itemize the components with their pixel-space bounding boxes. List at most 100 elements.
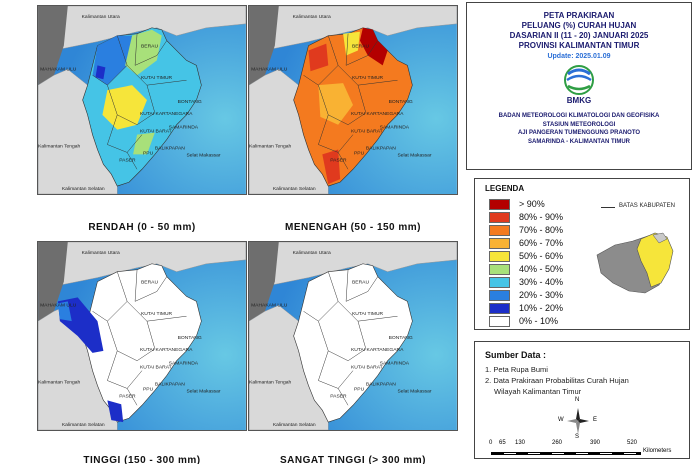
update-date: Update: 2025.01.09 bbox=[547, 53, 611, 60]
label-mahakam-ulu: MAHAKAM ULU bbox=[251, 302, 288, 308]
label-kutai-kartanegara: KUTAI KARTANEGARA bbox=[351, 111, 404, 117]
label-balikpapan: BALIKPAPAN bbox=[155, 381, 185, 387]
label-kutai-timur: KUTAI TIMUR bbox=[352, 311, 384, 317]
legend-panel: LEGENDA > 90% 80% - 90% 70% - 80% 60% - 70%… bbox=[474, 178, 690, 330]
label-mahakam-ulu: MAHAKAM ULU bbox=[40, 66, 77, 72]
label-kalteng: Kalimantan Tengah bbox=[249, 379, 291, 385]
regency-boundary bbox=[303, 271, 339, 322]
regency-boundary bbox=[107, 321, 156, 362]
label-mahakam-ulu: MAHAKAM ULU bbox=[251, 66, 288, 72]
label-balikpapan: BALIKPAPAN bbox=[366, 381, 396, 387]
scale-unit: Kilometers bbox=[643, 448, 672, 454]
regency-boundary bbox=[318, 114, 354, 153]
regency-boundary bbox=[134, 269, 167, 302]
legend-row: 70% - 80% bbox=[489, 225, 629, 237]
regency-boundary bbox=[318, 350, 354, 389]
label-kutai-barat: KUTAI BARAT bbox=[140, 129, 172, 135]
label-kutai-timur: KUTAI TIMUR bbox=[141, 75, 173, 81]
regency-boundary bbox=[126, 388, 138, 406]
label-selat: Selat Makassar bbox=[187, 388, 221, 394]
agency-line-4: SAMARINDA - KALIMANTAN TIMUR bbox=[528, 138, 630, 145]
title-panel: PETA PRAKIRAAN PELUANG (%) CURAH HUJAN D… bbox=[466, 2, 692, 170]
label-balikpapan: BALIKPAPAN bbox=[366, 145, 396, 151]
label-paser: PASER bbox=[119, 157, 136, 163]
legend-label: 70% - 80% bbox=[519, 225, 564, 235]
legend-label: 0% - 10% bbox=[519, 316, 559, 326]
regency-boundary bbox=[134, 33, 167, 66]
legend-label: 80% - 90% bbox=[519, 212, 564, 222]
label-mahakam-ulu: MAHAKAM ULU bbox=[40, 302, 77, 308]
legend-row: 30% - 40% bbox=[489, 277, 629, 289]
malaysia-land bbox=[249, 6, 279, 86]
legend-swatch bbox=[489, 290, 510, 301]
label-kalteng: Kalimantan Tengah bbox=[38, 143, 80, 149]
bmkg-logo: BMKG bbox=[549, 62, 609, 112]
regency-boundary bbox=[337, 301, 398, 322]
map-tinggi-svg: Kalimantan Utara MAHAKAM ULU BERAU KUTAI TI… bbox=[38, 242, 246, 430]
regency-boundary bbox=[92, 271, 128, 322]
label-selat: Selat Makassar bbox=[398, 152, 432, 158]
legend-row: 20% - 30% bbox=[489, 290, 629, 302]
legend-label: > 90% bbox=[519, 199, 545, 209]
regency-boundary bbox=[107, 85, 156, 126]
legend-row: 10% - 20% bbox=[489, 303, 629, 315]
map-sangat-tinggi-svg: Kalimantan Utara MAHAKAM ULU BERAU KUTAI TI… bbox=[249, 242, 457, 430]
label-kutai-timur: KUTAI TIMUR bbox=[352, 75, 384, 81]
zone-40-50-south bbox=[133, 132, 155, 155]
agency-line-2: STASIUN METEOROLOGI bbox=[542, 121, 616, 128]
scale-bar: 0 65 130 260 390 520 Kilometers bbox=[485, 440, 675, 456]
legend-swatch bbox=[489, 225, 510, 236]
map-sangat-tinggi: Kalimantan Utara MAHAKAM ULU BERAU KUTAI TI… bbox=[248, 241, 458, 431]
label-berau: BERAU bbox=[141, 44, 158, 50]
label-kalsel: Kalimantan Selatan bbox=[62, 422, 105, 428]
label-selat: Selat Makassar bbox=[398, 388, 432, 394]
label-kutai-barat: KUTAI BARAT bbox=[140, 365, 172, 371]
caption-sangat-tinggi: SANGAT TINGGI (> 300 mm) bbox=[279, 455, 426, 464]
regency-boundary bbox=[92, 35, 128, 86]
title-line-2: PELUANG (%) CURAH HUJAN bbox=[521, 21, 637, 30]
legend-swatch bbox=[489, 277, 510, 288]
label-ppu: PPU bbox=[143, 150, 154, 156]
zone-40-50 bbox=[125, 29, 162, 76]
title-line-1: PETA PRAKIRAAN bbox=[543, 11, 615, 20]
source-item-1: 1. Peta Rupa Bumi bbox=[485, 365, 548, 374]
label-berau: BERAU bbox=[141, 280, 158, 286]
legend-label: 50% - 60% bbox=[519, 251, 564, 261]
source-item-2-cont: Wilayah Kalimantan Timur bbox=[494, 387, 582, 396]
scale-tick-390: 390 bbox=[590, 440, 601, 446]
boundary-line-icon bbox=[601, 207, 615, 208]
scale-tick-65: 65 bbox=[499, 440, 506, 446]
label-selat: Selat Makassar bbox=[187, 152, 221, 158]
label-balikpapan: BALIKPAPAN bbox=[155, 145, 185, 151]
agency-line-1: BADAN METEOROLOGI KLIMATOLOGI DAN GEOFIS… bbox=[498, 113, 660, 119]
label-kutai-timur: KUTAI TIMUR bbox=[141, 311, 173, 317]
regency-boundary bbox=[337, 65, 398, 86]
label-bontang: BONTANG bbox=[178, 335, 202, 341]
caption-rendah: RENDAH (0 - 50 mm) bbox=[88, 222, 196, 233]
source-item-2: 2. Data Prakiraan Probabilitas Curah Huj… bbox=[485, 376, 629, 385]
regency-boundary bbox=[337, 152, 349, 170]
legend-label: 20% - 30% bbox=[519, 290, 564, 300]
map-rendah-svg: Kalimantan Utara MAHAKAM ULU BERAU KUTAI TI… bbox=[38, 6, 246, 194]
compass-e: E bbox=[593, 417, 598, 423]
malaysia-land bbox=[249, 242, 279, 322]
legend-swatch bbox=[489, 316, 510, 327]
compass-w: W bbox=[558, 417, 564, 423]
regency-boundary bbox=[345, 33, 378, 66]
legend-row: 0% - 10% bbox=[489, 316, 629, 328]
regency-boundary bbox=[107, 114, 143, 153]
caption-menengah: MENENGAH (50 - 150 mm) bbox=[284, 222, 422, 233]
scale-tick-0: 0 bbox=[489, 440, 493, 446]
label-kaltara: Kalimantan Utara bbox=[293, 14, 331, 20]
map-rendah: Kalimantan Utara MAHAKAM ULU BERAU KUTAI TI… bbox=[37, 5, 247, 195]
zone-80-90-south bbox=[322, 149, 341, 185]
title-line-4: PROVINSI KALIMANTAN TIMUR bbox=[518, 41, 640, 50]
label-ppu: PPU bbox=[354, 150, 365, 156]
label-ppu: PPU bbox=[143, 386, 154, 392]
boundary-label: BATAS KABUPATEN bbox=[619, 203, 675, 209]
label-kalsel: Kalimantan Selatan bbox=[273, 422, 316, 428]
regency-boundary bbox=[318, 85, 367, 126]
label-kalteng: Kalimantan Tengah bbox=[249, 143, 291, 149]
label-bontang: BONTANG bbox=[389, 99, 413, 105]
label-samarinda: SAMARINDA bbox=[380, 361, 410, 367]
